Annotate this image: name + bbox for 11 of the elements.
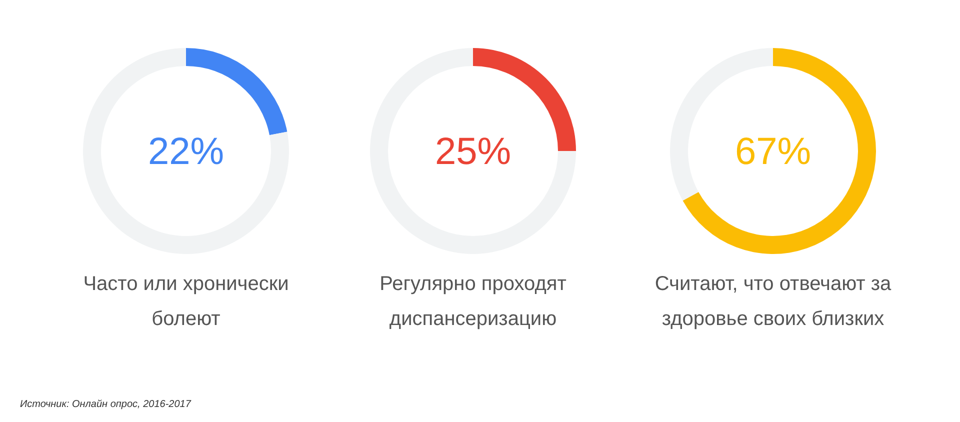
text: 25% [434, 131, 512, 173]
donut-slice [682, 48, 876, 254]
text: 22% [148, 131, 224, 173]
text: Регулярно проходят диспансеризацию [380, 273, 566, 330]
text: Считают, что отвечают за здоровье своих близких [654, 273, 892, 330]
donut-slice [83, 48, 289, 254]
donut-slice [370, 48, 576, 254]
text: Источник: Онлайн опрос, 2016-2017 [20, 399, 192, 410]
text: 67% [734, 131, 812, 173]
donut-slice [186, 48, 288, 136]
text: Часто или хронически болеют [83, 273, 289, 330]
